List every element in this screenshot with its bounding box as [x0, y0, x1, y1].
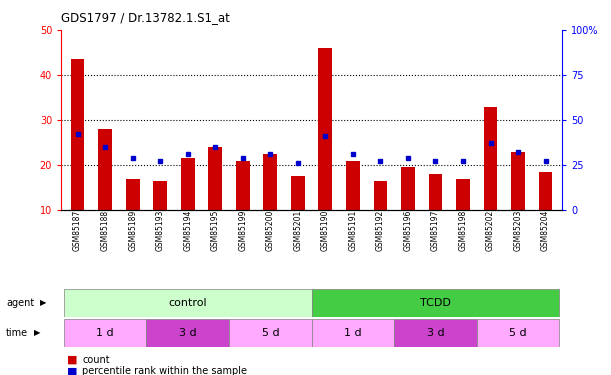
- Text: 1 d: 1 d: [97, 328, 114, 338]
- Text: GSM85197: GSM85197: [431, 210, 440, 251]
- Bar: [428, 174, 442, 210]
- Bar: [208, 147, 222, 210]
- Bar: [539, 172, 552, 210]
- Bar: [153, 181, 167, 210]
- Bar: [484, 106, 497, 210]
- Bar: [126, 178, 139, 210]
- Text: GSM85201: GSM85201: [293, 210, 302, 251]
- Text: TCDD: TCDD: [420, 298, 451, 308]
- Bar: [346, 160, 360, 210]
- Bar: [373, 181, 387, 210]
- Text: ▶: ▶: [40, 298, 46, 307]
- Text: GSM85194: GSM85194: [183, 210, 192, 251]
- Bar: [229, 319, 312, 347]
- Text: GSM85189: GSM85189: [128, 210, 137, 251]
- Text: percentile rank within the sample: percentile rank within the sample: [82, 366, 247, 375]
- Bar: [64, 319, 147, 347]
- Text: GSM85199: GSM85199: [238, 210, 247, 251]
- Text: control: control: [169, 298, 207, 308]
- Bar: [71, 59, 84, 210]
- Bar: [318, 48, 332, 210]
- Text: GSM85200: GSM85200: [266, 210, 275, 251]
- Text: GSM85187: GSM85187: [73, 210, 82, 251]
- Text: ▶: ▶: [34, 328, 40, 338]
- Bar: [181, 158, 195, 210]
- Text: GSM85196: GSM85196: [403, 210, 412, 251]
- Text: GSM85198: GSM85198: [458, 210, 467, 251]
- Text: 5 d: 5 d: [509, 328, 527, 338]
- Text: agent: agent: [6, 298, 34, 308]
- Bar: [236, 160, 250, 210]
- Bar: [147, 319, 229, 347]
- Bar: [394, 319, 477, 347]
- Text: GSM85191: GSM85191: [348, 210, 357, 251]
- Text: GDS1797 / Dr.13782.1.S1_at: GDS1797 / Dr.13782.1.S1_at: [61, 11, 230, 24]
- Text: count: count: [82, 355, 110, 365]
- Text: GSM85195: GSM85195: [211, 210, 220, 251]
- Text: GSM85188: GSM85188: [101, 210, 109, 251]
- Text: GSM85190: GSM85190: [321, 210, 330, 251]
- Text: GSM85202: GSM85202: [486, 210, 495, 251]
- Text: GSM85193: GSM85193: [156, 210, 165, 251]
- Text: 5 d: 5 d: [262, 328, 279, 338]
- Text: 3 d: 3 d: [179, 328, 197, 338]
- Text: ■: ■: [67, 355, 78, 365]
- Bar: [456, 178, 470, 210]
- Bar: [312, 319, 394, 347]
- Text: 3 d: 3 d: [426, 328, 444, 338]
- Text: GSM85204: GSM85204: [541, 210, 550, 251]
- Text: GSM85203: GSM85203: [514, 210, 522, 251]
- Bar: [263, 154, 277, 210]
- Bar: [477, 319, 559, 347]
- Bar: [312, 289, 559, 317]
- Bar: [291, 176, 305, 210]
- Text: ■: ■: [67, 366, 78, 375]
- Bar: [401, 167, 415, 210]
- Bar: [98, 129, 112, 210]
- Bar: [64, 289, 312, 317]
- Text: time: time: [6, 328, 28, 338]
- Bar: [511, 152, 525, 210]
- Text: GSM85192: GSM85192: [376, 210, 385, 251]
- Text: 1 d: 1 d: [344, 328, 362, 338]
